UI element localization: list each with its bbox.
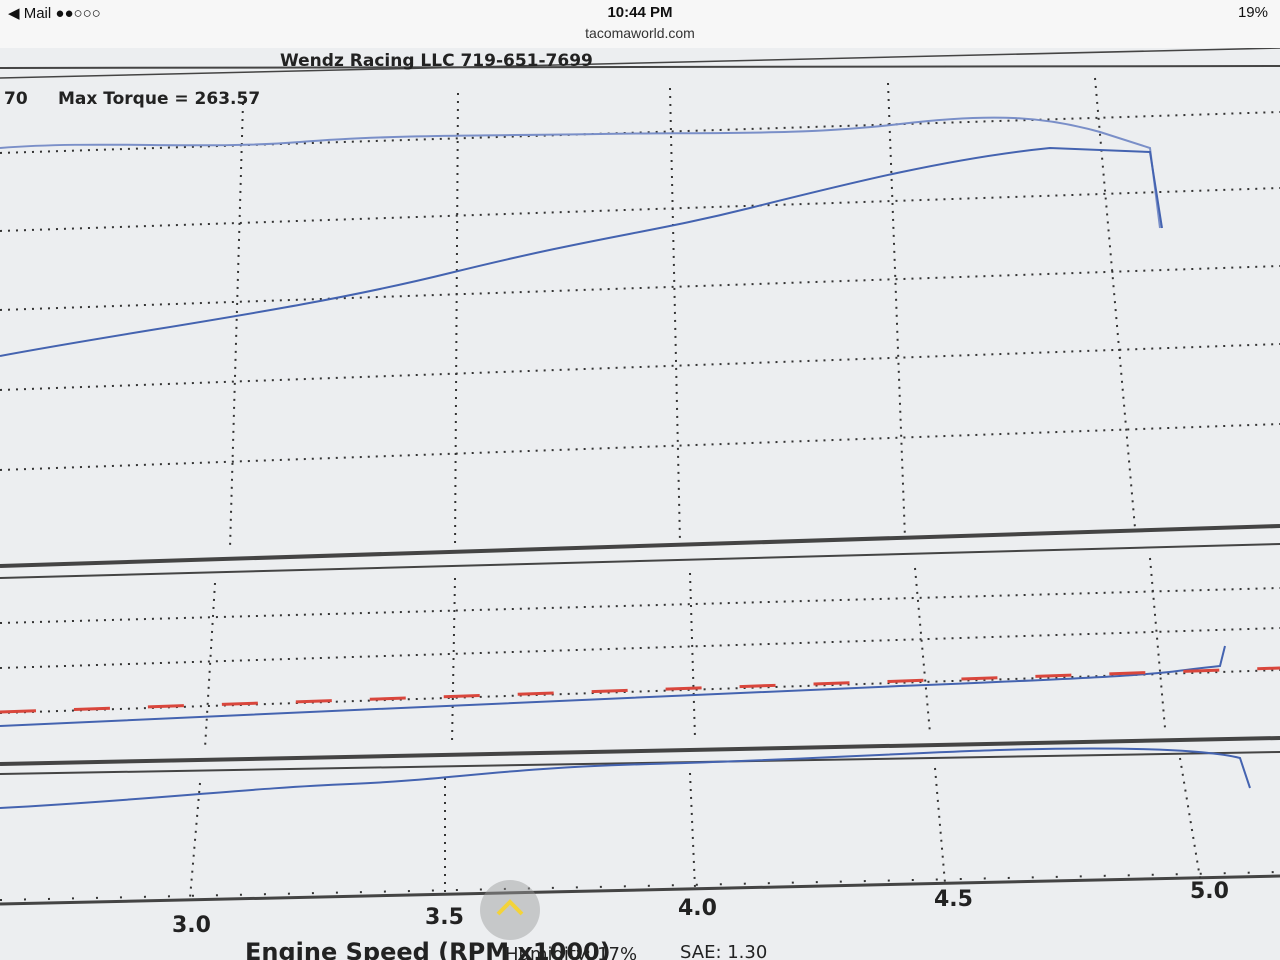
- reference-line: [0, 666, 1280, 714]
- clock: 10:44 PM: [607, 4, 673, 21]
- paper: [0, 48, 1280, 960]
- scroll-up-bg[interactable]: [480, 880, 540, 940]
- url[interactable]: tacomaworld.com: [585, 25, 695, 41]
- dyno-sheet: Wendz Racing LLC 719-651-7699 70 Max Tor…: [0, 48, 1280, 960]
- status-bar: ◀ Mail ●●○○○ 10:44 PM 19% tacomaworld.co…: [0, 0, 1280, 49]
- grid: [0, 77, 1280, 899]
- x-label: 4.0: [678, 896, 717, 921]
- sae: SAE: 1.30: [680, 942, 767, 960]
- max-torque: Max Torque = 263.57: [58, 89, 260, 109]
- curves: [0, 116, 1251, 809]
- app-name[interactable]: Mail: [23, 5, 52, 22]
- header: Wendz Racing LLC 719-651-7699: [280, 51, 593, 71]
- x-axis-title: Engine Speed (RPM x1000): [245, 938, 611, 960]
- x-label: 5.0: [1190, 879, 1229, 904]
- battery: 19%: [1237, 4, 1268, 21]
- back-to-app[interactable]: ◀ Mail ●●○○○: [8, 5, 101, 22]
- corner-label: 70: [4, 89, 28, 109]
- humidity: Humidity: 17%: [505, 944, 637, 960]
- x-label: 4.5: [934, 887, 973, 912]
- x-label: 3.0: [172, 913, 211, 938]
- x-label: 3.5: [425, 905, 464, 930]
- scroll-up-icon[interactable]: [496, 899, 524, 916]
- scroll-up-button[interactable]: [480, 880, 540, 940]
- panel-borders: [0, 48, 1280, 906]
